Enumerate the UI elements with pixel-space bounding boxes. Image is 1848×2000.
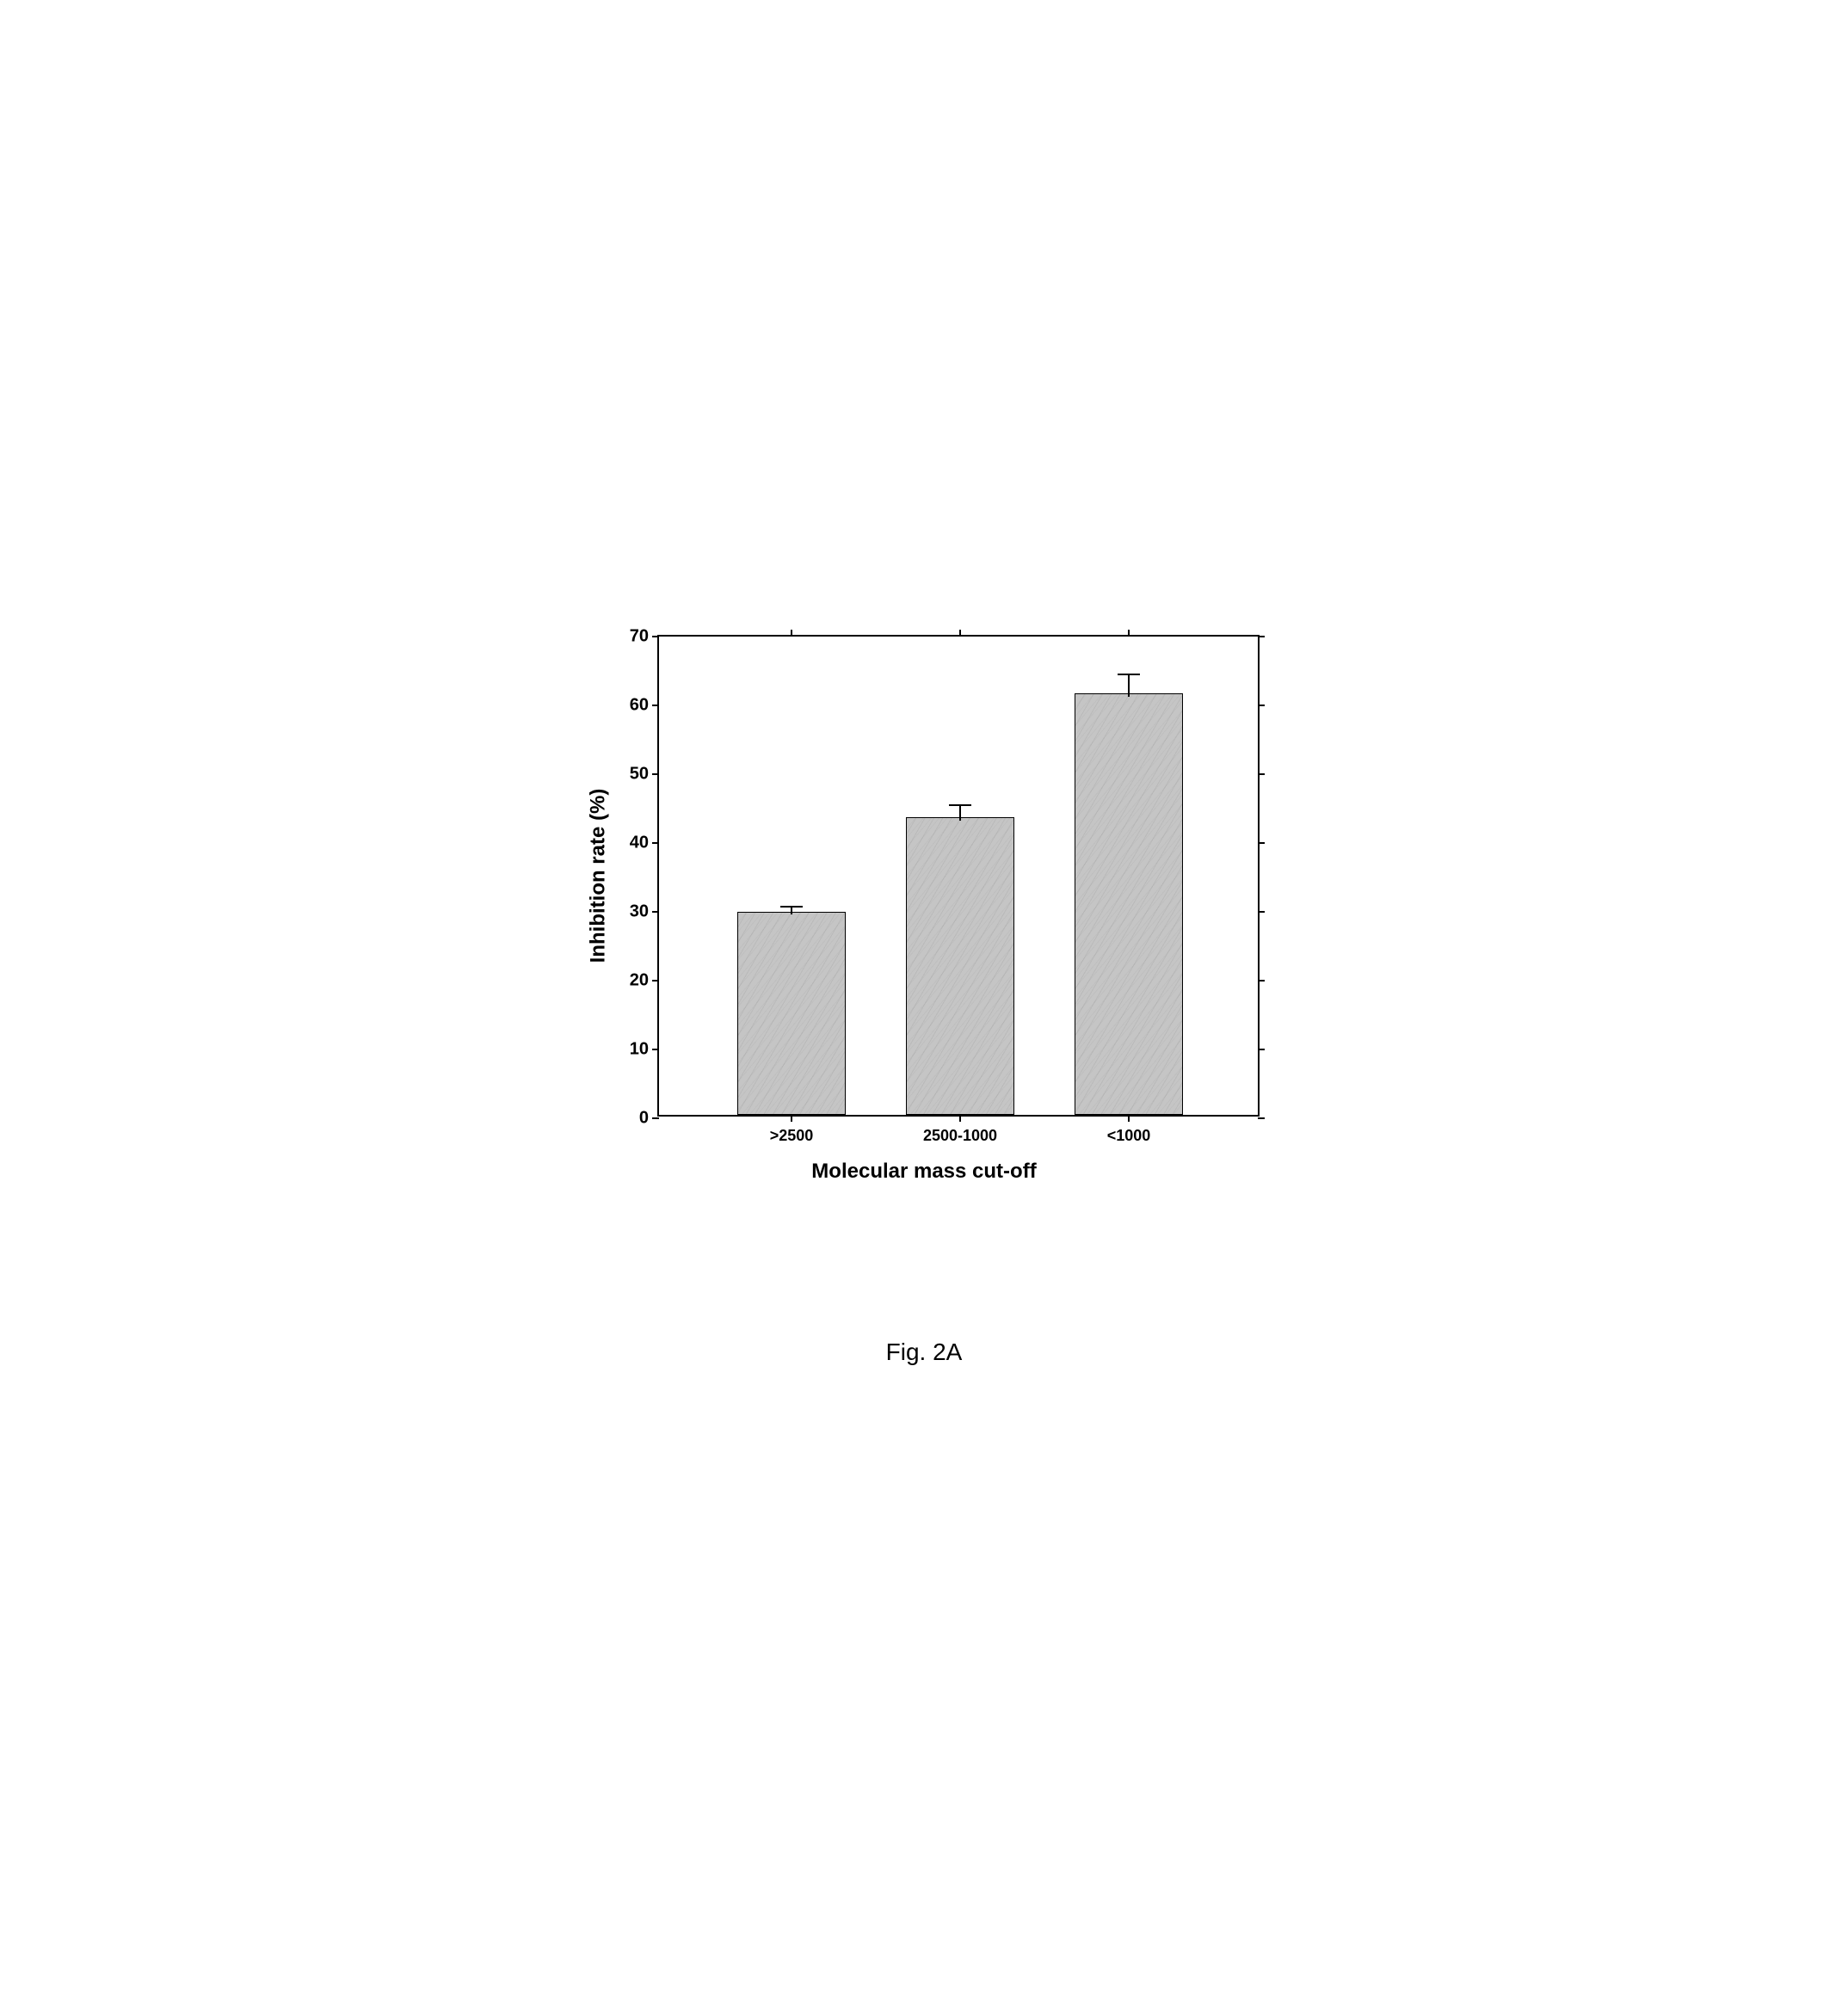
bar	[906, 817, 1014, 1115]
chart-wrapper: Inhibition rate (%) 010203040506070>2500…	[537, 635, 1311, 1366]
bar	[1075, 693, 1183, 1115]
y-tick-mark-right	[1258, 636, 1265, 637]
x-tick-label: <1000	[1107, 1127, 1151, 1145]
x-tick-mark	[791, 1115, 792, 1122]
error-bar-stem	[791, 907, 792, 915]
y-tick-label: 0	[639, 1108, 649, 1128]
error-bar-cap	[1118, 674, 1140, 675]
y-tick-label: 40	[630, 833, 649, 852]
y-tick-mark-right	[1258, 911, 1265, 913]
error-bar-stem	[1128, 674, 1130, 697]
bar-texture	[907, 818, 1013, 1114]
bar-texture	[738, 913, 845, 1114]
x-tick-mark-top	[1128, 630, 1130, 637]
x-tick-mark-top	[959, 630, 961, 637]
y-tick-label: 50	[630, 764, 649, 784]
y-tick-mark	[652, 636, 659, 637]
y-tick-mark	[652, 980, 659, 982]
bar	[737, 912, 846, 1115]
x-tick-mark-top	[791, 630, 792, 637]
y-tick-mark-right	[1258, 705, 1265, 706]
error-bar-stem	[959, 805, 961, 821]
figure-label: Fig. 2A	[537, 1338, 1311, 1366]
plot-box: 010203040506070>25002500-1000<1000	[657, 635, 1260, 1117]
x-tick-mark	[959, 1115, 961, 1122]
y-tick-mark	[652, 773, 659, 775]
y-tick-label: 60	[630, 695, 649, 715]
error-bar-cap	[780, 906, 803, 908]
plot-area: 010203040506070>25002500-1000<1000	[657, 635, 1260, 1117]
y-tick-mark	[652, 705, 659, 706]
y-tick-mark	[652, 911, 659, 913]
y-tick-label: 20	[630, 970, 649, 990]
bar-texture	[1075, 694, 1182, 1114]
y-tick-mark-right	[1258, 1049, 1265, 1050]
y-tick-mark	[652, 1049, 659, 1050]
x-tick-mark	[1128, 1115, 1130, 1122]
y-tick-mark-right	[1258, 980, 1265, 982]
y-tick-mark-right	[1258, 1117, 1265, 1119]
error-bar-cap	[949, 804, 971, 806]
x-tick-label: 2500-1000	[923, 1127, 997, 1145]
y-tick-label: 70	[630, 626, 649, 646]
x-tick-label: >2500	[770, 1127, 814, 1145]
chart-container: Inhibition rate (%) 010203040506070>2500…	[537, 635, 1311, 1117]
y-tick-label: 30	[630, 902, 649, 921]
y-tick-mark	[652, 842, 659, 844]
x-axis-label: Molecular mass cut-off	[537, 1160, 1311, 1184]
y-tick-label: 10	[630, 1039, 649, 1059]
y-tick-mark-right	[1258, 773, 1265, 775]
y-axis-label: Inhibition rate (%)	[586, 788, 610, 963]
y-tick-mark	[652, 1117, 659, 1119]
y-tick-mark-right	[1258, 842, 1265, 844]
